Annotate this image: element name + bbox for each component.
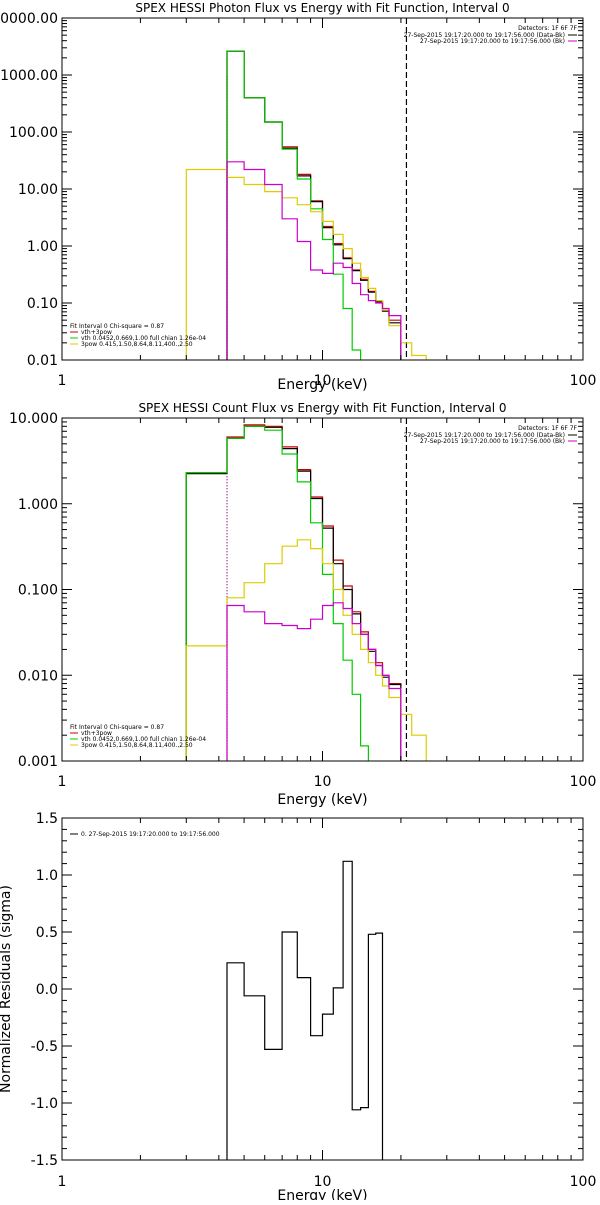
y-tick-label: 1000.00 (0, 68, 58, 84)
y-tick-label: 10.000 (9, 411, 58, 427)
series-line-3pow (185, 539, 427, 761)
y-tick-label: 1.5 (36, 811, 58, 827)
y-tick-label: -0.5 (31, 1039, 58, 1055)
chart-title: SPEX HESSI Photon Flux vs Energy with Fi… (135, 1, 509, 15)
y-tick-label: 100.00 (9, 125, 58, 141)
legend-left-entry: 3pow 0.415,1.50,8.64,8.11,400.,2.50 (81, 742, 193, 749)
series-line-bk (226, 602, 402, 761)
series-line-3pow (185, 168, 427, 360)
series-line-vth (226, 50, 362, 360)
x-tick-label: 10 (314, 373, 332, 389)
chart-panel-3: 1.5 1.0 0.5 0.0 -0.5 -1.0 -1.51 10 100 Energy (ke… (0, 811, 597, 1204)
y-tick-label: 10.00 (18, 182, 58, 198)
series-line-vth-3pow (185, 424, 402, 761)
y-tick-label: -1.5 (31, 1153, 58, 1169)
legend-detectors: Detectors: 1F 6F 7F (518, 425, 577, 432)
x-tick-label: 1 (58, 373, 67, 389)
series-group (185, 50, 427, 360)
legend-left-entry: vth+3pow (81, 329, 112, 336)
y-tick-label: 0.100 (18, 583, 58, 599)
legend-left-entry: vth+3pow (81, 730, 112, 737)
y-tick-label: 0000.00 (0, 11, 58, 27)
legend-left-entry: vth 0.0452,0.669,1.00 full chian 1.26e-0… (81, 736, 206, 743)
y-tick-label: 0.010 (18, 668, 58, 684)
x-axis-label: Energy (keV) (277, 792, 367, 808)
legend-right-entry: 27-Sep-2015 19:17:20.000 to 19:17:56.000… (420, 438, 565, 445)
legend-right-entry: 27-Sep-2015 19:17:20.000 to 19:17:56.000… (404, 32, 565, 39)
x-axis-label: Energy (keV) (277, 1188, 367, 1200)
y-tick-label: 1.00 (27, 239, 58, 255)
y-tick-label: 1.000 (18, 497, 58, 513)
chart-panel-2: SPEX HESSI Count Flux vs Energy with Fit… (9, 401, 596, 808)
y-tick-label: 0.001 (18, 754, 58, 770)
x-tick-label: 10 (314, 774, 332, 790)
legend-right-entry: 27-Sep-2015 19:17:20.000 to 19:17:56.000… (404, 432, 565, 439)
legend-left-entry: vth 0.0452,0.669,1.00 full chian 1.26e-0… (81, 335, 206, 342)
chart-panel-1: SPEX HESSI Photon Flux vs Energy with Fi… (0, 1, 596, 393)
x-tick-label: 100 (570, 1174, 597, 1190)
series-group (226, 860, 384, 1160)
series-line-data (226, 50, 402, 360)
legend-fit-title: Fit Interval 0 Chi-square = 0.87 (70, 323, 164, 330)
legend-fit-title: Fit Interval 0 Chi-square = 0.87 (70, 724, 164, 731)
y-tick-label: 1.0 (36, 868, 58, 884)
legend-detectors: Detectors: 1F 6F 7F (518, 25, 577, 32)
x-axis-label: Energy (keV) (277, 377, 367, 393)
y-tick-label: 0.10 (27, 296, 58, 312)
plot-frame (61, 17, 584, 361)
legend-left-entry: 0. 27-Sep-2015 19:17:20.000 to 19:17:56.… (81, 831, 220, 838)
y-axis-label: Normalized Residuals (sigma) (0, 885, 14, 1093)
y-tick-label: 0.0 (36, 982, 58, 998)
x-tick-label: 1 (58, 1174, 67, 1190)
y-tick-label: 0.5 (36, 925, 58, 941)
series-line-bk (226, 161, 402, 360)
x-tick-label: 1 (58, 774, 67, 790)
y-tick-label: -1.0 (31, 1096, 58, 1112)
x-tick-label: 100 (570, 774, 597, 790)
plot-frame (61, 817, 584, 1161)
series-group (185, 424, 427, 761)
plot-frame (61, 417, 584, 762)
y-tick-label: 0.01 (27, 353, 58, 369)
series-line-0-27-sep-2015-19-17-20-000-to-19-17-56-000 (226, 860, 384, 1160)
legend-right-entry: 27-Sep-2015 19:17:20.000 to 19:17:56.000… (420, 38, 565, 45)
series-line-vth (185, 425, 369, 761)
x-tick-label: 100 (570, 373, 597, 389)
legend-left-entry: 3pow 0.415,1.50,8.64,8.11,400.,2.50 (81, 341, 193, 348)
chart-title: SPEX HESSI Count Flux vs Energy with Fit… (138, 401, 506, 415)
series-line-data (185, 425, 402, 761)
x-tick-label: 10 (314, 1174, 332, 1190)
